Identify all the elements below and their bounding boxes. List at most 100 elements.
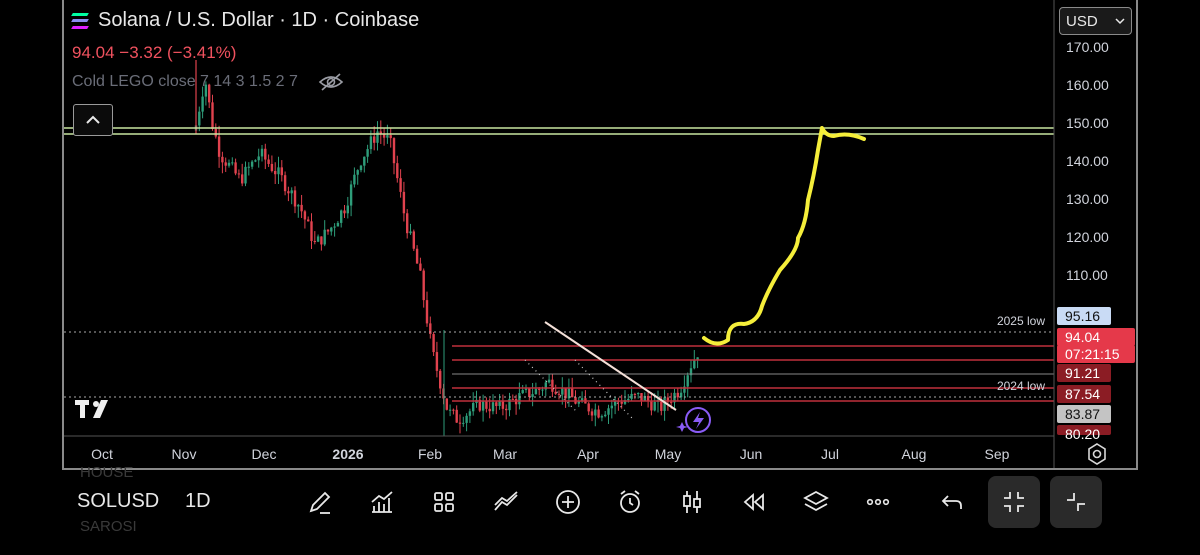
candles-layer [194, 60, 699, 436]
candle-body [221, 156, 224, 163]
candle-body [369, 136, 373, 150]
add-icon [556, 490, 580, 514]
indicator-legend[interactable]: Cold LEGO close 7 14 3 1.5 2 7 [72, 72, 344, 92]
candle-body [376, 131, 379, 143]
candle-body [389, 135, 392, 139]
candle-body [587, 403, 590, 412]
candle-body [336, 222, 340, 227]
layers-button[interactable] [796, 482, 836, 522]
candle-body [646, 395, 650, 402]
low-2025-label: 2025 low [997, 314, 1045, 328]
price-chart[interactable]: 2025 low 2024 low 170.00 160.00 150.00 140.0… [0, 0, 1200, 472]
time-tick-label: Nov [172, 446, 197, 462]
candle-body [623, 400, 627, 404]
price-label-bg [1057, 307, 1111, 325]
price-label: 83.87 [1065, 406, 1100, 422]
price-change: 94.04 −3.32 (−3.41%) [72, 43, 237, 62]
candle-body [468, 411, 472, 416]
ghost-text-bottom: SAROSI [80, 518, 137, 535]
candle-type-button[interactable] [672, 482, 712, 522]
candle-type-icon [683, 491, 701, 513]
candle-body [346, 205, 349, 214]
candle-body [478, 399, 481, 411]
candle-body [670, 401, 673, 403]
chart-frame[interactable] [62, 0, 1138, 470]
layout-icon [434, 492, 454, 512]
candle-body [693, 359, 696, 369]
eye-hidden-icon[interactable] [318, 72, 344, 92]
candle-body [613, 400, 617, 406]
candle-body [567, 388, 571, 399]
time-tick-label: Dec [252, 446, 277, 462]
candle-body [630, 393, 633, 399]
candle-body [201, 96, 204, 112]
candle-body [303, 211, 307, 220]
candle-body [673, 392, 676, 403]
collapse-legend-button[interactable] [73, 104, 113, 136]
candle-body [349, 184, 353, 206]
trendline [544, 321, 677, 411]
candle-body [260, 148, 264, 157]
candle-body [505, 408, 508, 411]
candle-body [683, 386, 686, 393]
symbol-button[interactable]: SOLUSD [77, 490, 160, 512]
price-tick-label: 150.00 [1066, 115, 1109, 131]
currency-value: USD [1066, 12, 1098, 30]
price-label: 95.16 [1065, 308, 1100, 324]
candle-body [392, 138, 396, 164]
candle-body [696, 357, 699, 360]
timeframe-button[interactable]: 1D [185, 490, 211, 512]
candle-body [267, 159, 270, 164]
axis-layer: 170.00 160.00 150.00 140.00 130.00 120.00 110.… [64, 0, 1135, 468]
compare-button[interactable] [486, 482, 526, 522]
candle-body [214, 128, 217, 137]
candle-body [544, 382, 547, 390]
candle-body [204, 84, 208, 97]
candle-body [666, 397, 670, 402]
alert-icon [620, 490, 640, 513]
price-tick-label: 140.00 [1066, 153, 1109, 169]
collapse-panel-button[interactable] [1050, 476, 1102, 528]
candle-body [640, 393, 643, 401]
candle-body [538, 388, 541, 390]
candle-body [511, 398, 514, 400]
candle-body [653, 401, 656, 411]
candle-body [386, 135, 389, 138]
candle-body [313, 240, 316, 242]
candle-body [310, 221, 313, 241]
candle-body [495, 402, 498, 406]
candle-body [307, 219, 310, 222]
chart-title[interactable]: Solana / U.S. Dollar · 1D · Coinbase [71, 9, 419, 32]
more-button[interactable] [858, 482, 898, 522]
add-button[interactable] [548, 482, 588, 522]
candle-body [429, 323, 432, 335]
candle-body [689, 368, 693, 376]
time-tick-label: Jun [740, 446, 763, 462]
time-tick-label: Jul [821, 446, 839, 462]
chart-settings-icon[interactable] [1085, 442, 1109, 466]
candle-body [330, 227, 333, 232]
candle-body [458, 422, 462, 424]
price-label-bg [1057, 328, 1135, 346]
candle-body [448, 409, 452, 411]
exit-fullscreen-button[interactable] [988, 476, 1040, 528]
alert-button[interactable] [610, 482, 650, 522]
candle-body [326, 229, 330, 232]
time-tick-label: Apr [577, 446, 599, 462]
draw-button[interactable] [300, 482, 340, 522]
price-label-bg [1057, 385, 1111, 403]
undo-button[interactable] [932, 482, 972, 522]
candle-body [435, 352, 439, 371]
candle-body [234, 162, 237, 174]
candle-body [274, 170, 277, 175]
candle-body [379, 131, 382, 134]
candle-body [633, 393, 637, 395]
candle-body [462, 422, 465, 424]
layout-button[interactable] [424, 482, 464, 522]
indicators-button[interactable] [362, 482, 402, 522]
candle-body [359, 165, 363, 171]
replay-button[interactable] [734, 482, 774, 522]
currency-select[interactable]: USD [1059, 7, 1132, 35]
candle-body [247, 166, 250, 168]
candle-body [363, 156, 366, 166]
